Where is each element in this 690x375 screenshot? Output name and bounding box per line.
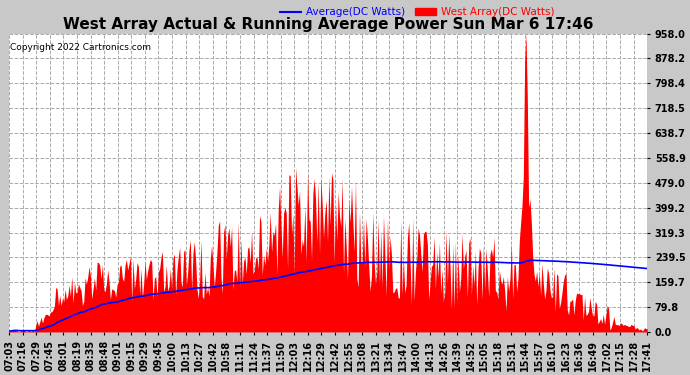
- Text: Copyright 2022 Cartronics.com: Copyright 2022 Cartronics.com: [10, 42, 151, 51]
- Legend: Average(DC Watts), West Array(DC Watts): Average(DC Watts), West Array(DC Watts): [275, 3, 559, 21]
- Title: West Array Actual & Running Average Power Sun Mar 6 17:46: West Array Actual & Running Average Powe…: [63, 18, 593, 33]
